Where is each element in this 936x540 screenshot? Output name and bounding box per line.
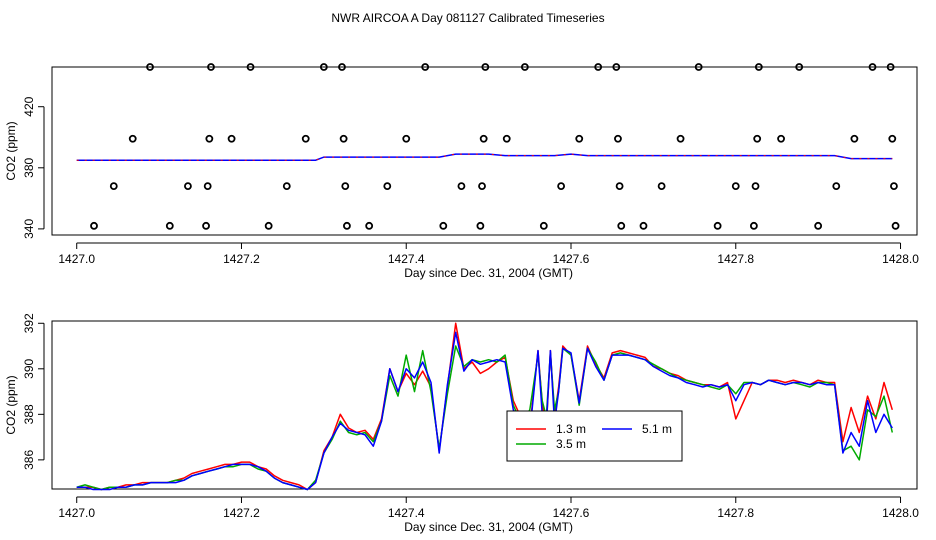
top-scatter-point [850,134,859,143]
top-x-tick-label: 1427.8 [717,252,754,266]
top-scatter-point [479,134,488,143]
bottom-frame [51,320,918,490]
top-scatter-point [749,221,758,230]
top-scatter-point [594,63,603,71]
bottom-y-tick-label: 386 [22,450,36,470]
top-scatter-point [421,63,430,71]
legend-label: 1.3 m [556,422,586,436]
bottom-y-axis-label: CO2 (ppm) [4,375,18,434]
top-scatter-point [128,134,137,143]
top-scatter-point [502,134,511,143]
bottom-x-tick-label: 1427.4 [388,506,425,520]
top-scatter-point [165,221,174,230]
top-scatter-point [617,221,626,230]
top-scatter-point [481,63,490,71]
top-scatter-point [227,134,236,143]
top-scatter-point [439,221,448,230]
top-scatter-point [754,63,763,71]
top-scatter-point [539,221,548,230]
top-scatter-point [301,134,310,143]
top-scatter-point [694,63,703,71]
top-scatter-point [341,182,350,191]
top-scatter-point [713,221,722,230]
bottom-y-tick-label: 390 [22,358,36,378]
top-scatter-point [207,63,215,71]
top-scatter-point [184,182,192,191]
top-scatter-point [795,63,804,71]
top-x-tick-label: 1427.0 [58,252,95,266]
top-frame [51,66,918,236]
top-scatter-point [731,182,740,191]
top-scatter-point [205,134,214,143]
top-scatter-point [338,63,346,71]
legend-box [506,410,683,462]
legend: 1.3 m3.5 m 5.1 m [506,410,683,462]
top-scatter-point [476,221,485,230]
top-scatter-point [832,182,841,191]
top-scatter-point [520,63,529,71]
top-scatter-point [751,182,760,191]
top-scatter-point [146,63,154,71]
top-scatter-point [777,134,785,143]
top-scatter-point [203,182,212,191]
top-x-tick-label: 1428.0 [882,252,919,266]
legend-label: 5.1 m [642,422,672,436]
top-scatter-point [814,221,823,230]
top-panel: 1427.0 1427.2 1427.4 1427.6 1427.8 1428.0 340 3… [4,63,919,280]
top-x-axis-label: Day since Dec. 31, 2004 (GMT) [404,266,573,280]
top-scatter-point [886,63,895,71]
top-scatter-point [888,134,897,143]
top-scatter-point [402,134,411,143]
top-x-tick-label: 1427.4 [388,252,425,266]
top-scatter-point [891,221,900,230]
bottom-x-tick-label: 1428.0 [882,506,919,520]
top-scatter-point [319,63,328,71]
bottom-y-tick-label: 388 [22,404,36,424]
bottom-panel: 1427.0 1427.2 1427.4 1427.6 1427.8 1428.0 386 3… [4,313,919,534]
top-scatter-point [264,221,273,230]
top-y-tick-label: 380 [22,157,36,177]
top-y-axis-label: CO2 (ppm) [4,121,18,180]
top-scatter-point [457,182,466,191]
top-scatter-point [639,221,648,230]
chart-title: NWR AIRCOA A Day 081127 Calibrated Times… [331,11,604,25]
series-line-3-5-m [76,345,894,491]
top-y-tick-label: 340 [22,219,36,239]
top-scatter-point [575,134,584,143]
bottom-y-tick-label: 392 [22,313,36,333]
bottom-x-tick-label: 1427.6 [553,506,590,520]
top-scatter-point [90,221,98,230]
top-scatter-point [657,182,666,191]
top-scatter-point [365,221,374,230]
top-scatter-point [478,182,486,191]
top-scatter-point [343,221,351,230]
top-scatter-point [890,182,898,191]
top-scatter-point [676,134,685,143]
bottom-x-tick-label: 1427.2 [223,506,260,520]
top-scatter-point [868,63,877,71]
top-scatter-point [246,63,255,71]
top-x-tick-label: 1427.6 [553,252,590,266]
top-scatter-point [282,182,291,191]
bottom-x-tick-label: 1427.8 [717,506,754,520]
top-scatter-point [753,134,762,143]
top-scatter-point [383,182,392,191]
top-series-line [76,153,893,161]
top-y-tick-label: 420 [22,96,36,116]
top-scatter-point [557,182,566,191]
bottom-x-tick-label: 1427.0 [58,506,95,520]
top-scatter-point [612,63,621,71]
top-x-tick-label: 1427.2 [223,252,260,266]
legend-label: 3.5 m [556,437,586,451]
top-scatter-point [339,134,348,143]
bottom-x-axis-label: Day since Dec. 31, 2004 (GMT) [404,520,573,534]
series-line-1-3-m [76,322,894,491]
top-scatter-point [202,221,210,230]
top-scatter-point [109,182,118,191]
series-line-5-1-m [76,331,893,491]
top-scatter-point [614,134,622,143]
top-scatter-point [615,182,624,191]
